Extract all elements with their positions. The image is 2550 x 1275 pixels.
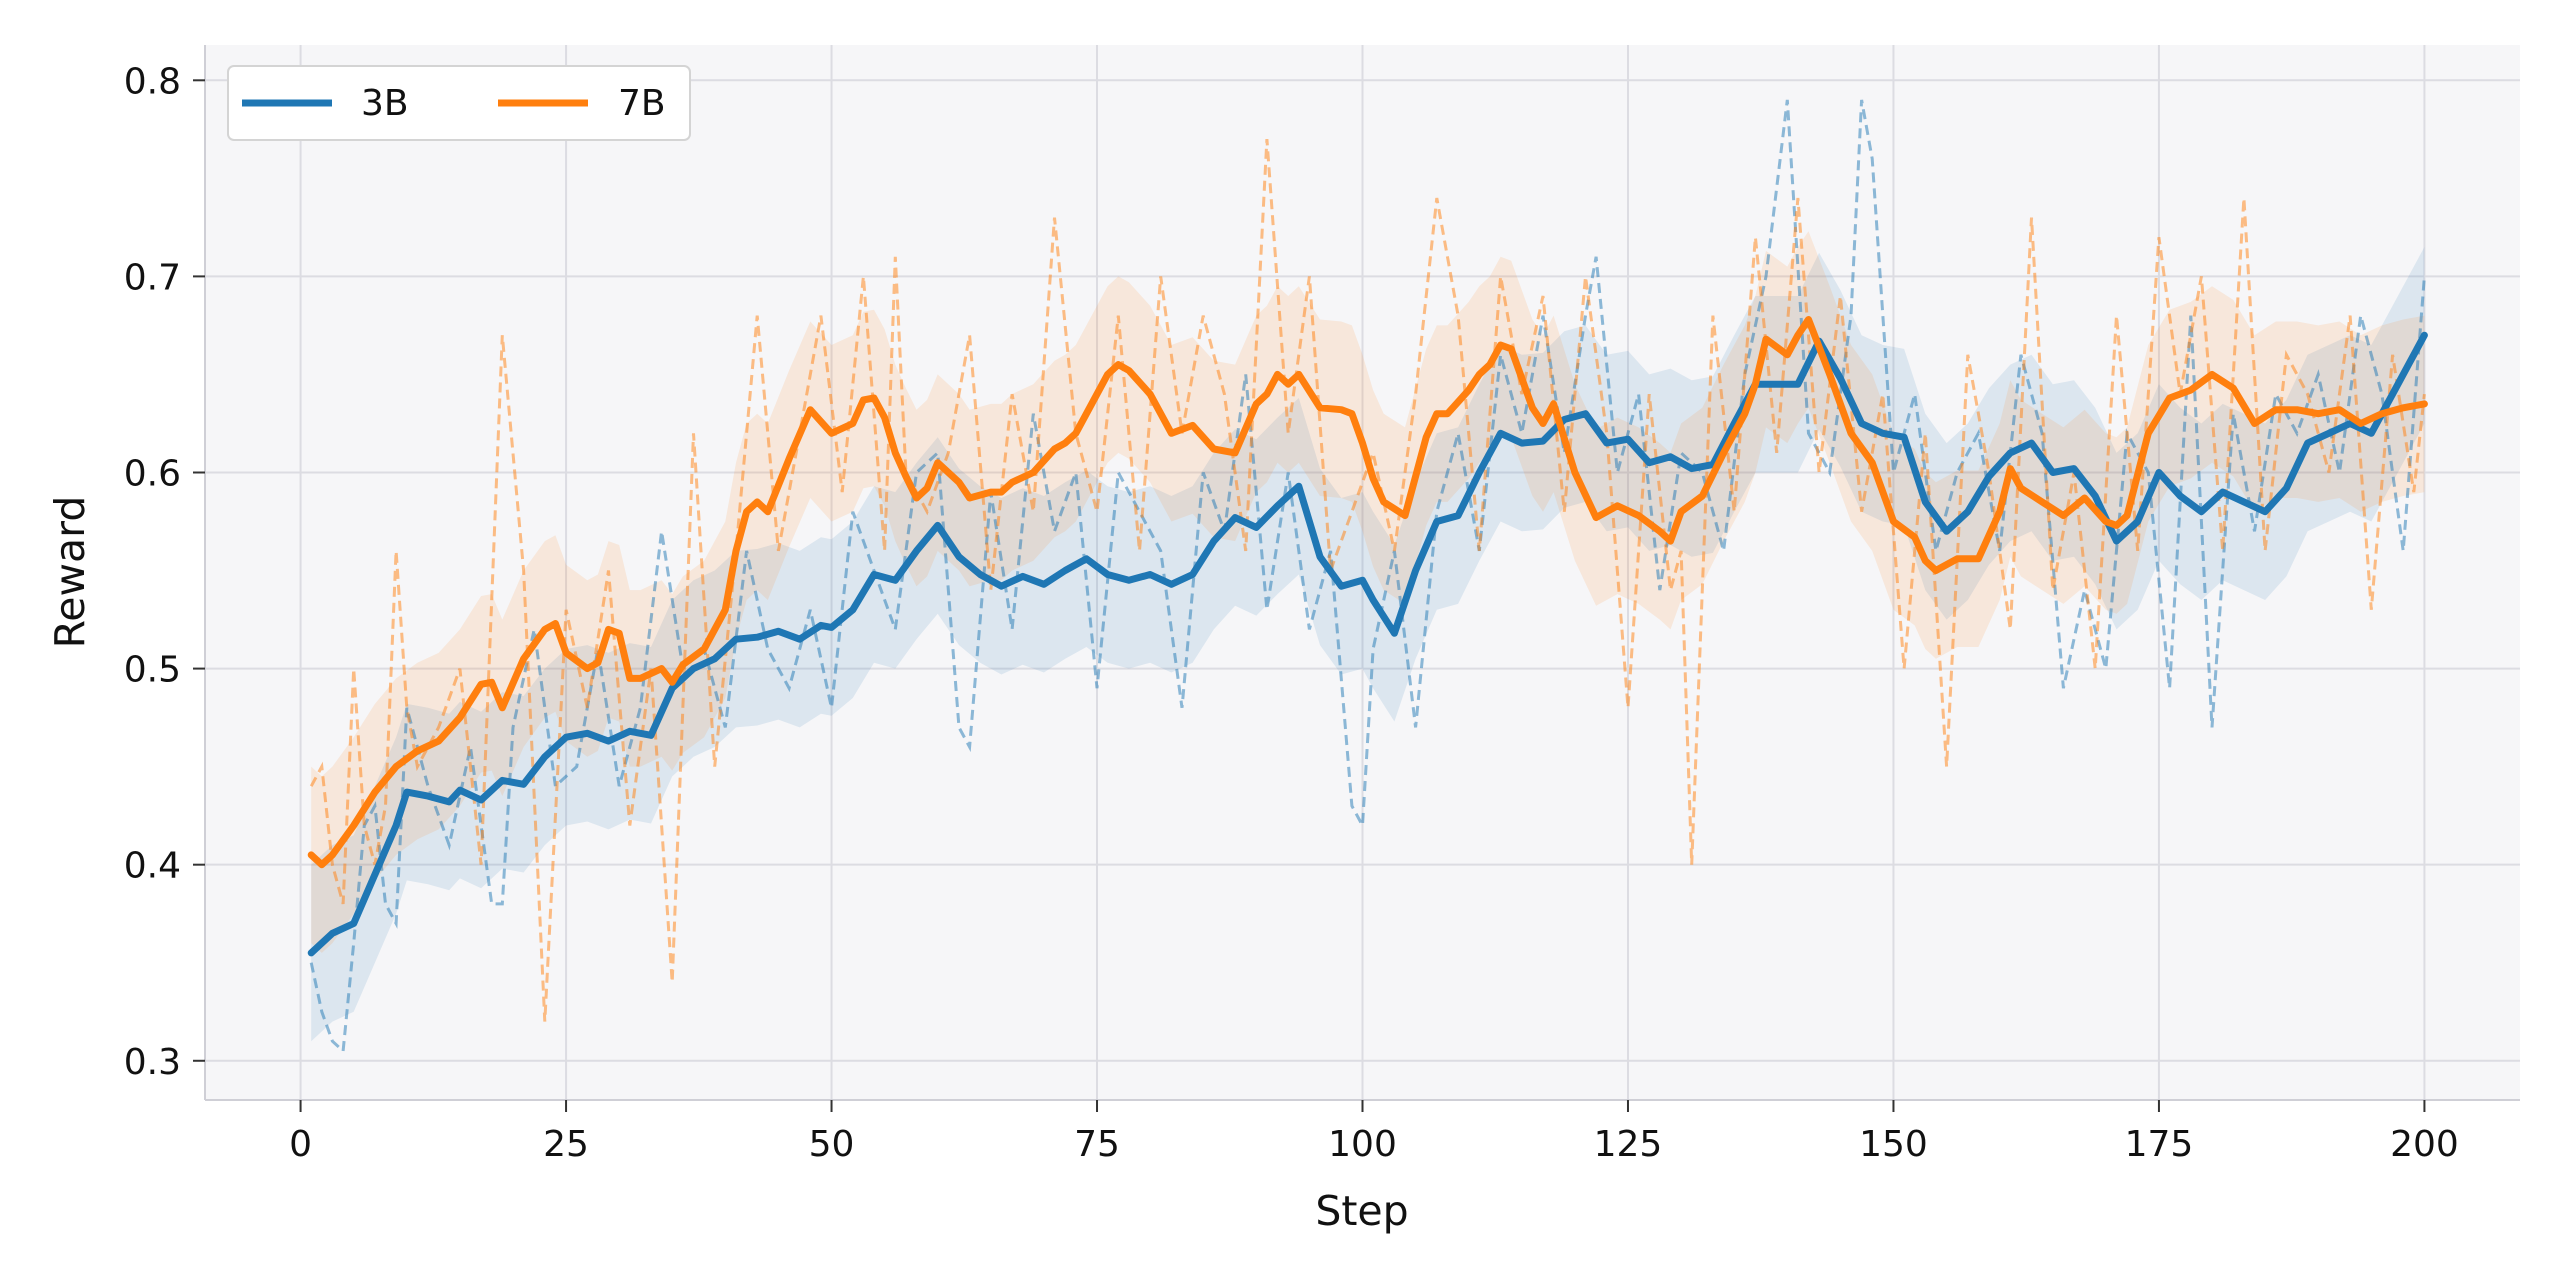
x-tick-label: 0 — [289, 1124, 312, 1165]
smoothed-line-7b — [307, 316, 2428, 869]
x-tick-label: 50 — [809, 1124, 855, 1165]
y-axis-label: Reward — [46, 496, 94, 649]
y-ticks: 0.3 0.4 0.5 0.6 0.7 0.8 — [124, 61, 205, 1083]
smoothed-line-3b — [307, 331, 2428, 957]
band-7b — [311, 231, 2425, 953]
x-axis-label: Step — [1315, 1187, 1408, 1235]
y-tick-label: 0.7 — [124, 257, 181, 298]
smoothed-series-lines — [307, 316, 2428, 957]
x-tick-label: 100 — [1328, 1124, 1397, 1165]
x-tick-label: 75 — [1074, 1124, 1120, 1165]
x-tick-label: 175 — [2125, 1124, 2194, 1165]
x-ticks: 0 25 50 75 100 125 150 175 200 — [289, 1100, 2459, 1165]
legend-label-7b: 7B — [618, 83, 666, 124]
y-tick-label: 0.3 — [124, 1042, 181, 1083]
x-tick-label: 150 — [1859, 1124, 1928, 1165]
x-tick-label: 25 — [543, 1124, 589, 1165]
confidence-bands — [311, 231, 2425, 1042]
legend-label-3b: 3B — [361, 83, 409, 124]
raw-line-7b — [309, 138, 2426, 1022]
legend-box — [227, 65, 691, 141]
band-3b — [311, 247, 2425, 1042]
x-tick-label: 200 — [2390, 1124, 2459, 1165]
y-tick-label: 0.6 — [124, 453, 181, 494]
y-tick-label: 0.8 — [124, 61, 181, 102]
y-tick-label: 0.4 — [124, 846, 181, 887]
y-tick-label: 0.5 — [124, 650, 181, 691]
legend: 3B 7B — [227, 65, 691, 141]
raw-line-3b — [309, 99, 2426, 1055]
raw-series-lines — [309, 99, 2426, 1055]
x-tick-label: 125 — [1594, 1124, 1663, 1165]
